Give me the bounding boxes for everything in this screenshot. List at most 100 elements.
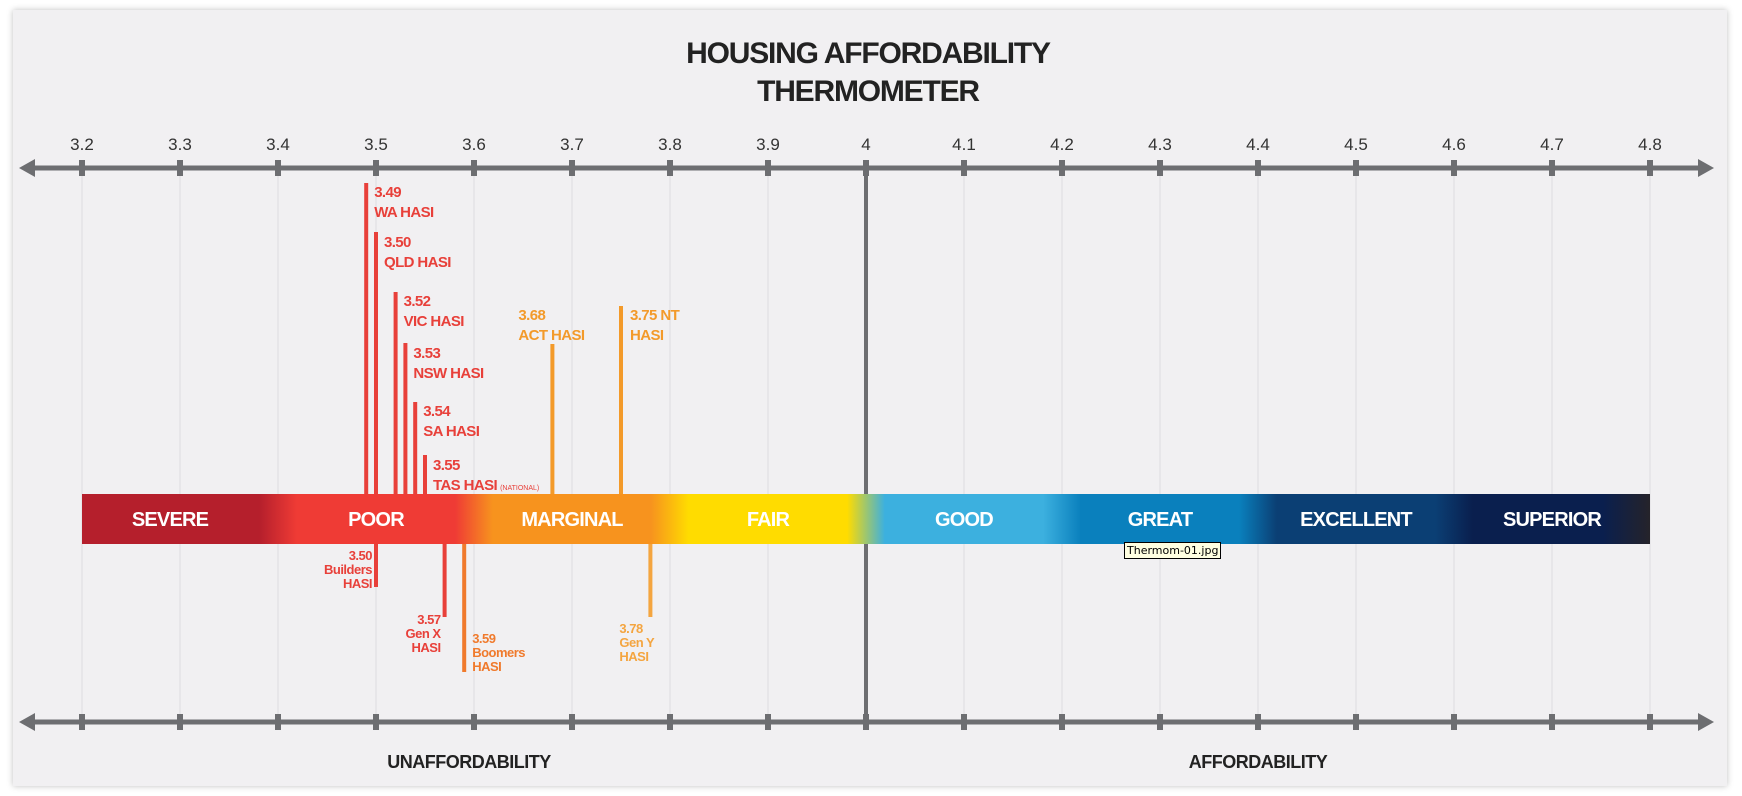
top-axis-tick (79, 160, 85, 176)
marker-name: HASI (630, 327, 664, 344)
marker-name: Gen Y (619, 635, 655, 650)
marker-line (648, 544, 653, 617)
band-label-severe: SEVERE (132, 509, 209, 531)
marker-name: HASI (472, 659, 501, 674)
top-axis-tick (275, 160, 281, 176)
bottom-axis-tick (1157, 714, 1163, 730)
marker-value: 3.50 (349, 548, 373, 563)
marker-line (393, 292, 398, 494)
top-axis-tick (1451, 160, 1457, 176)
marker-line (374, 232, 378, 494)
tick-label: 4 (861, 135, 870, 154)
chart-title-line1: HOUSING AFFORDABILITY (686, 37, 1051, 70)
band-label-marginal: MARGINAL (521, 509, 623, 531)
marker-name: QLD HASI (384, 254, 451, 271)
top-axis-tick (1157, 160, 1163, 176)
tick-label: 4.2 (1050, 135, 1074, 154)
tick-label: 3.7 (560, 135, 584, 154)
marker-line (364, 183, 369, 494)
unaffordability-label: UNAFFORDABILITY (387, 752, 551, 772)
marker-name: SA HASI (423, 423, 480, 440)
bottom-axis-tick (177, 714, 183, 730)
marker-value: 3.68 (518, 307, 545, 324)
marker-name: WA HASI (374, 204, 434, 221)
bottom-axis-tick (373, 714, 379, 730)
marker-name: HASI (412, 640, 441, 655)
bottom-axis-tick (471, 714, 477, 730)
marker-line (442, 544, 447, 617)
bottom-axis-tick (961, 714, 967, 730)
marker-value: 3.75 NT (630, 307, 680, 324)
bottom-axis-tick (1255, 714, 1261, 730)
marker-name: VIC HASI (404, 313, 465, 330)
bottom-axis-tick (1549, 714, 1555, 730)
marker-name: ACT HASI (518, 327, 584, 344)
top-axis-tick (765, 160, 771, 176)
marker-line (413, 402, 418, 494)
marker-name: NSW HASI (413, 365, 484, 382)
top-axis-left-arrow (19, 159, 35, 177)
filename-tooltip: Thermom-01.jpg (1124, 542, 1222, 559)
tick-label: 3.6 (462, 135, 486, 154)
top-axis-tick (667, 160, 673, 176)
top-axis-tick (569, 160, 575, 176)
top-axis-tick (471, 160, 477, 176)
marker-value: 3.53 (413, 345, 440, 362)
top-axis-tick (1059, 160, 1065, 176)
top-axis-tick (1255, 160, 1261, 176)
bottom-axis-tick (569, 714, 575, 730)
tick-label: 4.1 (952, 135, 976, 154)
marker-note: (NATIONAL) (500, 485, 539, 492)
tick-label: 3.9 (756, 135, 780, 154)
marker-value: 3.78 (619, 621, 643, 636)
tick-label: 4.5 (1344, 135, 1368, 154)
bottom-axis-tick (765, 714, 771, 730)
band-label-excellent: EXCELLENT (1300, 509, 1412, 531)
marker-value: 3.50 (384, 234, 411, 251)
band-label-fair: FAIR (747, 509, 791, 531)
marker-line (462, 544, 467, 672)
tick-label: 3.2 (70, 135, 94, 154)
tick-label: 3.4 (266, 135, 290, 154)
top-axis-tick (177, 160, 183, 176)
chart-title-line2: THERMOMETER (757, 75, 980, 108)
top-axis-tick (1353, 160, 1359, 176)
band-label-good: GOOD (935, 509, 993, 531)
bottom-axis-left-arrow (19, 713, 35, 731)
marker-line (423, 455, 427, 494)
tick-label: 4.7 (1540, 135, 1564, 154)
band-label-poor: POOR (348, 509, 405, 531)
marker-name: TAS HASI (433, 477, 498, 494)
tick-label: 3.8 (658, 135, 682, 154)
marker-line (374, 544, 378, 587)
marker-value: 3.52 (404, 293, 431, 310)
band-label-great: GREAT (1128, 509, 1193, 531)
top-axis-right-arrow (1698, 159, 1714, 177)
marker-name: HASI (619, 649, 648, 664)
top-axis-tick (373, 160, 379, 176)
marker-value: 3.55 (433, 457, 460, 474)
marker-line (403, 343, 408, 494)
marker-value: 3.54 (423, 403, 451, 420)
tick-label: 4.3 (1148, 135, 1172, 154)
affordability-label: AFFORDABILITY (1189, 752, 1328, 772)
top-axis-tick (1647, 160, 1653, 176)
bottom-axis-tick (275, 714, 281, 730)
marker-name: HASI (343, 576, 372, 591)
tick-label: 3.3 (168, 135, 192, 154)
bottom-axis-tick (1451, 714, 1457, 730)
bottom-axis-tick (667, 714, 673, 730)
tick-label: 4.8 (1638, 135, 1662, 154)
bottom-axis-right-arrow (1698, 713, 1714, 731)
band-label-superior: SUPERIOR (1503, 509, 1602, 531)
top-axis-tick (961, 160, 967, 176)
bottom-axis-tick (1059, 714, 1065, 730)
chart-panel (13, 10, 1727, 786)
bottom-axis-tick (1647, 714, 1653, 730)
marker-name: Gen X (406, 626, 442, 641)
bottom-axis-tick (79, 714, 85, 730)
marker-line (550, 344, 555, 494)
tick-label: 4.4 (1246, 135, 1270, 154)
marker-name: Builders (324, 562, 372, 577)
